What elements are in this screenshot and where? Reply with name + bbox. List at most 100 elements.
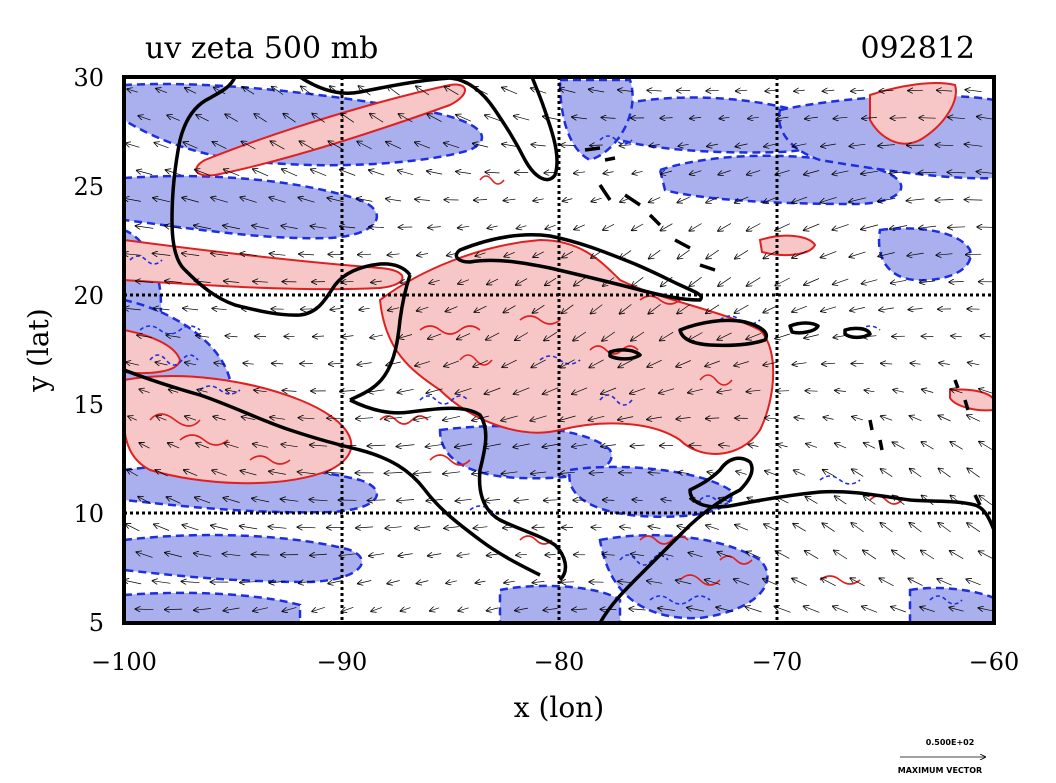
wind-vector-arrow (340, 554, 356, 556)
wind-vector-arrow (821, 578, 836, 587)
wind-vector-arrow (397, 389, 414, 392)
wind-vector-arrow (299, 254, 315, 255)
wind-vector-arrow (124, 254, 142, 256)
wind-vector-arrow (138, 497, 151, 504)
wind-vector-arrow (484, 444, 501, 447)
wind-vector-arrow (967, 468, 980, 478)
wind-vector-arrow (169, 390, 179, 393)
wind-vector-arrow (240, 197, 257, 203)
wind-vector-arrow (301, 309, 313, 310)
wind-vector-arrow (399, 114, 413, 123)
wind-vector-arrow (574, 277, 586, 286)
wind-vector-arrow (342, 607, 354, 611)
wind-vector-arrow (444, 360, 460, 367)
y-tick-label: 20 (73, 282, 104, 310)
wind-vector-arrow (735, 304, 749, 313)
wind-vector-arrow (446, 581, 457, 584)
wind-vector-arrow (851, 523, 864, 533)
wind-vector-arrow (893, 496, 905, 505)
wind-vector-arrow (707, 144, 719, 146)
wind-vector-arrow (126, 143, 140, 148)
wind-vector-arrow (298, 527, 316, 528)
wind-vector-arrow (476, 581, 486, 583)
wind-vector-arrow (182, 581, 200, 582)
wind-vector-arrow (647, 359, 662, 367)
wind-vector-arrow (878, 198, 896, 201)
wind-vector-arrow (821, 196, 837, 202)
wind-vector-arrow (242, 142, 256, 150)
wind-vector-arrow (907, 199, 925, 201)
wind-vector-arrow (254, 390, 267, 392)
wind-vector-arrow (197, 390, 208, 393)
wind-vector-arrow (620, 198, 632, 202)
wind-vector-arrow (948, 117, 965, 119)
wind-vector-arrow (369, 170, 385, 176)
wind-vector-arrow (369, 227, 384, 228)
wind-vector-arrow (748, 117, 759, 119)
wind-vector-arrow (533, 304, 545, 313)
wind-vector-arrow (563, 199, 573, 202)
wind-vector-arrow (618, 359, 633, 368)
y-tick-label: 30 (73, 64, 104, 92)
wind-vector-arrow (590, 145, 603, 146)
wind-vector-arrow (502, 144, 518, 147)
wind-vector-arrow (967, 415, 981, 422)
wind-vector-arrow (533, 581, 545, 582)
wind-vector-arrow (531, 145, 546, 147)
wind-vector-arrow (765, 418, 777, 419)
wind-vector-arrow (950, 442, 963, 450)
wind-vector-arrow (503, 527, 517, 528)
wind-vector-arrow (472, 472, 489, 474)
wind-vector-arrow (269, 471, 286, 474)
wind-vector-arrow (214, 88, 226, 95)
wind-vector-arrow (137, 171, 153, 175)
wind-vector-arrow (765, 90, 776, 91)
wind-vector-arrow (185, 416, 197, 420)
wind-vector-arrow (862, 117, 877, 118)
wind-vector-arrow (968, 363, 980, 365)
wind-vector-arrow (893, 390, 904, 393)
wind-vector-arrow (183, 308, 199, 310)
wind-vector-arrow (590, 473, 604, 474)
wind-vector-arrow (165, 553, 182, 558)
wind-vector-arrow (746, 333, 761, 339)
wind-vector-arrow (445, 87, 459, 96)
vector-legend-value: 0.500E+02 (926, 738, 975, 747)
wind-vector-arrow (764, 250, 778, 259)
wind-vector-arrow (369, 390, 385, 392)
wind-vector-arrow (357, 198, 373, 201)
wind-vector-arrow (717, 332, 732, 340)
wind-vector-arrow (165, 609, 183, 610)
wind-vector-arrow (938, 416, 951, 422)
map-plot-area (124, 77, 994, 623)
wind-vector-arrow (939, 469, 951, 478)
wind-vector-arrow (777, 497, 789, 504)
wind-vector-arrow (270, 254, 286, 256)
wind-vector-arrow (922, 389, 934, 392)
wind-vector-arrow (620, 527, 632, 528)
wind-vector-arrow (920, 607, 935, 613)
wind-vector-arrow (794, 470, 806, 476)
wind-vector-arrow (225, 114, 238, 122)
wind-vector-arrow (167, 115, 180, 121)
x-tick-label: −90 (317, 648, 368, 676)
wind-vector-arrow (414, 472, 432, 474)
wind-vector-arrow (401, 281, 411, 283)
wind-vector-arrow (196, 115, 209, 122)
wind-vector-arrow (283, 391, 297, 392)
wind-vector-arrow (562, 304, 574, 314)
wind-vectors (124, 86, 994, 613)
wind-vector-arrow (660, 553, 674, 556)
wind-vector-arrow (939, 363, 950, 365)
wind-vector-arrow (661, 276, 673, 286)
wind-vector-arrow (385, 417, 403, 419)
wind-vector-arrow (473, 87, 488, 95)
wind-vector-arrow (922, 442, 934, 450)
wind-vector-arrow (486, 332, 500, 340)
wind-vector-arrow (456, 172, 471, 174)
wind-vector-arrow (126, 524, 140, 532)
wind-vector-arrow (601, 445, 616, 447)
vector-legend: 0.500E+02 MAXIMUM VECTOR (898, 738, 985, 775)
wind-vector-arrow (822, 363, 836, 364)
wind-vector-arrow (878, 145, 895, 146)
